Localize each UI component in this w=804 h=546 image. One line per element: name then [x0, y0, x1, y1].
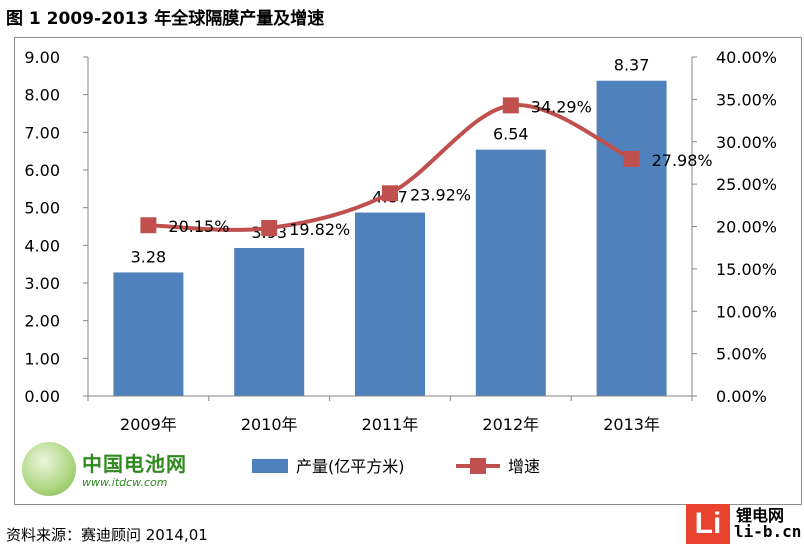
- bar-label-5: 8.37: [614, 56, 650, 75]
- growth-line: [148, 103, 633, 232]
- source-note: 资料来源：赛迪顾问 2014,01: [6, 526, 208, 544]
- y-left-tick-9: 9.00: [24, 48, 60, 67]
- growth-label-2: 19.82%: [289, 220, 350, 239]
- y-right-tick-8: 40.00%: [716, 48, 777, 67]
- growth-marker-4: [502, 97, 519, 114]
- bar-1: [113, 272, 184, 396]
- legend-bar-label: 产量(亿平方米): [296, 457, 405, 476]
- growth-label-3: 23.92%: [410, 185, 471, 204]
- y-left-tick-8: 8.00: [24, 86, 60, 105]
- x-tick-4: 2012年: [482, 415, 539, 434]
- bar-4: [475, 149, 546, 396]
- growth-marker-2: [261, 220, 278, 237]
- y-left-tick-7: 7.00: [24, 123, 60, 142]
- y-right-tick-2: 10.00%: [716, 302, 777, 321]
- y-left-tick-1: 1.00: [24, 349, 60, 368]
- y-left-tick-4: 4.00: [24, 236, 60, 255]
- li-b-logo: Li 锂电网 li-b.cn: [686, 500, 804, 546]
- growth-label-5: 27.98%: [652, 151, 713, 170]
- y-right-tick-1: 5.00%: [716, 345, 767, 364]
- y-right-tick-4: 20.00%: [716, 218, 777, 237]
- bar-label-1: 3.28: [131, 247, 167, 266]
- y-right-tick-6: 30.00%: [716, 133, 777, 152]
- y-right-tick-5: 25.00%: [716, 175, 777, 194]
- y-right-tick-7: 35.00%: [716, 90, 777, 109]
- li-b-logo-name: 锂电网: [736, 506, 785, 525]
- bar-2: [234, 247, 305, 396]
- y-left-tick-3: 3.00: [24, 274, 60, 293]
- growth-marker-3: [382, 185, 398, 202]
- bar-3: [355, 212, 425, 396]
- itdcw-logo-name: 中国电池网: [82, 452, 187, 476]
- x-tick-3: 2011年: [362, 415, 419, 434]
- x-tick-1: 2009年: [120, 415, 177, 434]
- y-right-tick-3: 15.00%: [716, 260, 777, 279]
- y-left-tick-0: 0.00: [24, 387, 60, 406]
- li-badge: Li: [686, 504, 730, 544]
- chart-title: 图 1 2009-2013 年全球隔膜产量及增速: [6, 9, 325, 29]
- legend-line-label: 增速: [508, 457, 540, 476]
- growth-marker-5: [623, 150, 640, 167]
- legend-line-marker: [470, 458, 486, 474]
- x-tick-2: 2010年: [241, 415, 298, 434]
- li-b-logo-domain: li-b.cn: [734, 522, 802, 541]
- globe-icon: [22, 442, 76, 496]
- legend-bar-swatch: [252, 459, 288, 473]
- bar-5: [596, 80, 667, 396]
- growth-marker-1: [140, 217, 157, 234]
- x-tick-5: 2013年: [603, 415, 660, 434]
- chart-frame: [14, 37, 802, 505]
- y-left-tick-5: 5.00: [24, 199, 60, 218]
- y-right-tick-0: 0.00%: [716, 387, 767, 406]
- bar-label-4: 6.54: [493, 125, 529, 144]
- growth-label-4: 34.29%: [531, 97, 592, 116]
- y-left-tick-6: 6.00: [24, 161, 60, 180]
- growth-label-1: 20.15%: [168, 217, 229, 236]
- y-left-tick-2: 2.00: [24, 312, 60, 331]
- itdcw-logo: 中国电池网 www.itdcw.com: [22, 440, 222, 496]
- itdcw-logo-url: www.itdcw.com: [82, 476, 168, 489]
